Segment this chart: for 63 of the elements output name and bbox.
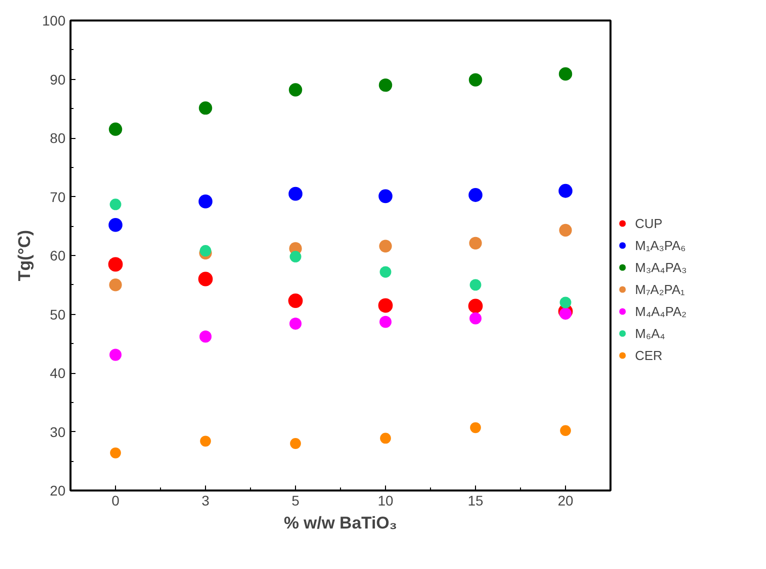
point: [380, 432, 391, 444]
point: [199, 330, 212, 343]
point: [559, 308, 572, 320]
y-tick-label: 90: [50, 71, 66, 88]
point: [200, 436, 211, 447]
point: [108, 122, 122, 136]
point: [198, 101, 212, 115]
point: [290, 438, 301, 449]
point: [468, 73, 482, 86]
point: [560, 296, 572, 308]
legend-label: M₁A₃PA₆: [635, 238, 686, 252]
x-tick-label: 15: [468, 492, 484, 508]
point: [380, 266, 392, 278]
point: [198, 272, 213, 286]
x-tick-label: 0: [112, 492, 120, 508]
point: [198, 194, 212, 208]
point: [288, 186, 302, 201]
y-axis-title: Tg(°C): [15, 230, 34, 282]
legend-label: M₃A₄PA₃: [635, 260, 687, 274]
y-tick-label: 20: [50, 482, 66, 498]
y-tick-label: 50: [50, 306, 66, 322]
legend-label: CER: [635, 348, 662, 362]
point: [108, 257, 123, 272]
x-tick-label: 3: [202, 492, 210, 508]
legend-label: CUP: [635, 216, 662, 230]
point: [468, 188, 482, 202]
point: [288, 83, 302, 96]
y-tick-label: 60: [50, 248, 66, 264]
point: [110, 198, 122, 210]
point: [289, 318, 302, 330]
point: [469, 312, 482, 324]
point: [200, 245, 212, 257]
legend-label: M₇A₂PA₁: [635, 282, 685, 296]
point: [560, 425, 571, 436]
point: [468, 298, 483, 314]
point: [109, 278, 122, 292]
y-tick-label: 80: [50, 130, 66, 146]
x-tick-label: 20: [558, 492, 574, 508]
point: [288, 294, 303, 308]
point: [470, 279, 482, 291]
point: [290, 250, 302, 262]
x-axis-title: % w/w BaTiO₃: [284, 514, 398, 532]
point: [109, 348, 122, 361]
point: [378, 78, 392, 92]
y-tick-label: 70: [50, 188, 66, 205]
point: [558, 184, 572, 198]
point: [378, 298, 393, 313]
legend-label: M₄A₄PA₂: [635, 304, 687, 318]
x-tick-label: 5: [292, 492, 300, 508]
point: [470, 422, 481, 434]
y-tick-label: 30: [50, 424, 66, 440]
y-tick-label: 40: [50, 365, 66, 381]
legend-label: M₆A₄: [635, 326, 666, 340]
point: [559, 224, 572, 237]
point: [558, 67, 572, 81]
point: [378, 189, 392, 204]
y-tick-label: 100: [42, 12, 66, 28]
point: [379, 316, 392, 328]
x-tick-label: 10: [378, 492, 394, 508]
point: [379, 240, 392, 252]
point: [469, 236, 482, 250]
point: [108, 218, 122, 232]
point: [110, 447, 121, 458]
